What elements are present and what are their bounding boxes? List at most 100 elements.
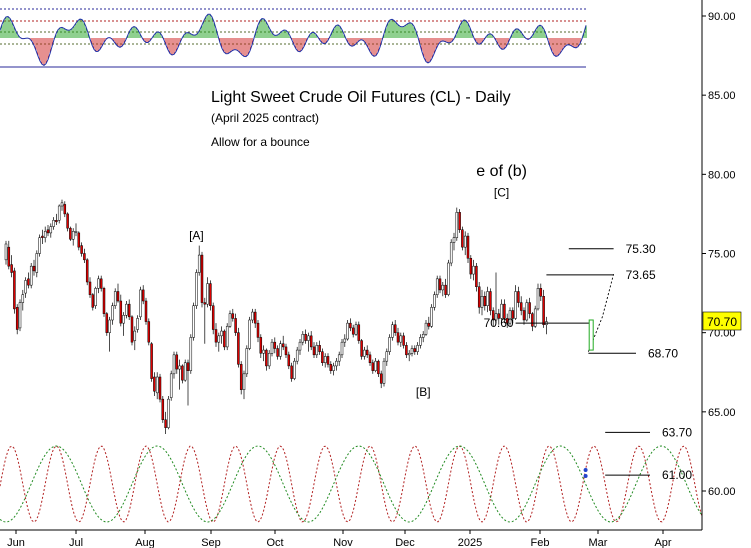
candle-up [340,341,344,356]
candle-up [435,278,439,295]
candle-down [351,327,355,335]
candle-down [357,324,361,341]
x-tick-label: Sep [201,537,221,548]
chart-title: Light Sweet Crude Oil Futures (CL) - Dai… [211,89,511,106]
candle-down [223,330,226,348]
candle-up [21,294,25,303]
candle-up [49,226,53,234]
candle-down [102,288,106,314]
candle-down [55,220,58,223]
candle-down [69,227,72,240]
candle-up [155,376,159,394]
candle-up [441,284,445,291]
candle-down [85,259,89,283]
candle-down [130,316,134,343]
candle-down [15,307,19,330]
candle-up [315,345,319,356]
candle-up [183,362,187,381]
oscillator-panel [0,8,587,68]
candle-up [24,280,27,294]
last-price-label: 70.70 [707,315,737,329]
candle-up [449,242,453,264]
candle-down [326,356,330,365]
candle-down [231,313,235,319]
candle-up [38,237,41,254]
candle-up [410,348,414,354]
candle-up [108,319,111,333]
y-tick-label: 90.00 [708,11,736,23]
candle-up [486,291,489,306]
x-tick-label: 2025 [458,537,482,548]
candle-up [220,330,223,337]
candle-up [242,373,246,390]
candle-up [323,356,327,363]
oscillator-line [0,13,587,67]
candle-down [517,291,520,303]
candle-down [147,321,151,343]
candle-up [525,302,529,321]
candle-down [503,303,506,319]
candle-up [416,345,419,352]
x-axis: Jun Jul Aug Sep Oct Nov Dec 2025 Feb Mar Apr [7,530,672,548]
wave-label: [C] [494,186,509,200]
candle-down [32,265,36,272]
candle-up [270,341,274,354]
candle-up [508,310,512,324]
candle-down [469,258,473,275]
candle-down [99,278,103,289]
candle-up [385,351,389,362]
candle-down [528,302,531,314]
candle-down [461,229,464,248]
candle-up [60,202,64,207]
candle-down [483,296,487,306]
candle-up [298,341,302,351]
level-label: 70.60 [484,316,514,330]
candle-up [337,354,341,362]
candle-up [57,205,61,221]
candle-up [433,294,436,308]
candle-down [477,286,481,308]
level-label: 63.70 [662,425,692,439]
candle-down [77,232,81,248]
candle-up [228,313,232,327]
candle-up [197,254,201,273]
candle-up [133,330,137,341]
candle-down [475,265,478,287]
candle-up [71,231,75,240]
candle-up [113,291,117,306]
candle-up [206,283,209,305]
candle-down [253,311,257,324]
chart-subtitle: (April 2025 contract) [211,111,319,125]
candle-up [335,360,338,367]
y-tick-label: 80.00 [708,169,736,181]
candle-down [200,254,204,303]
candle-up [125,303,128,316]
wave-labels: [A] [B] e of (b) [C] [189,163,527,399]
candle-up [307,335,310,341]
candle-down [116,291,120,302]
cycle-waves [0,445,703,523]
candle-up [43,231,47,238]
candle-up [169,373,173,398]
candle-down [377,360,380,375]
candle-down [281,343,285,348]
candle-down [203,302,207,305]
candle-down [256,322,260,338]
candle-up [391,324,394,338]
candle-down [402,335,405,346]
candle-up [293,360,296,379]
y-tick-label: 75.00 [708,249,736,261]
wave-label: [B] [416,385,431,399]
candle-up [388,337,391,352]
candle-down [290,365,293,379]
candle-up [452,237,456,243]
candle-up [295,349,299,362]
candle-up [195,272,198,306]
candle-down [522,310,526,321]
candle-down [444,284,447,295]
candle-down [466,235,470,259]
candle-up [399,335,403,343]
candle-down [10,264,13,273]
candle-up [74,231,78,233]
